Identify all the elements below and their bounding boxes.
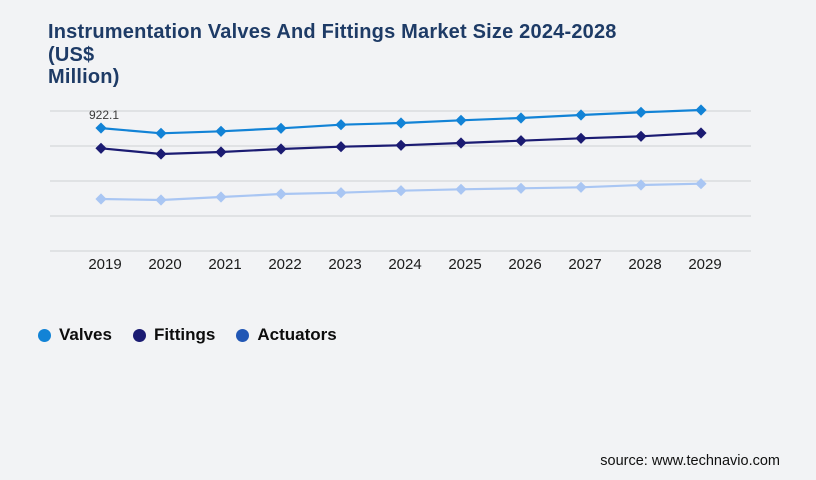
- data-point-valves-2028[interactable]: [635, 106, 647, 118]
- data-point-actuators-2029[interactable]: [695, 178, 707, 190]
- data-point-valves-2029[interactable]: [695, 104, 707, 116]
- legend-label-valves: Valves: [59, 325, 112, 344]
- data-point-fittings-2019[interactable]: [95, 142, 107, 154]
- legend-dot-actuators-icon: [236, 328, 250, 342]
- data-point-valves-2022[interactable]: [275, 122, 287, 134]
- data-point-valves-2024[interactable]: [395, 117, 407, 129]
- source-attribution: source: www.technavio.com: [600, 453, 780, 469]
- market-size-line-chart: 2019 2020 2021 2022 2023 2024 2025 2026 2027 2028…: [50, 104, 751, 273]
- legend-item-valves[interactable]: Valves: [38, 325, 112, 345]
- legend-item-fittings[interactable]: Fittings: [132, 325, 216, 345]
- data-point-fittings-2026[interactable]: [515, 135, 527, 147]
- data-point-valves-2023[interactable]: [335, 119, 347, 131]
- x-axis-label-2026: 2026: [508, 256, 541, 273]
- data-point-valves-2021[interactable]: [215, 125, 227, 137]
- data-point-fittings-2025[interactable]: [455, 137, 467, 149]
- data-point-actuators-2023[interactable]: [335, 187, 347, 199]
- x-axis-label-2023: 2023: [328, 256, 361, 273]
- chart-title-line-1: Instrumentation Valves And Fittings Mark…: [48, 21, 617, 43]
- x-axis-label-2029: 2029: [688, 256, 721, 273]
- x-axis-label-2022: 2022: [268, 256, 301, 273]
- data-point-actuators-2027[interactable]: [575, 181, 587, 193]
- data-point-fittings-2024[interactable]: [395, 139, 407, 151]
- legend-dot-valves-icon: [38, 328, 51, 342]
- legend-dot-fittings-icon: [132, 328, 146, 342]
- data-point-valves-2020[interactable]: [155, 127, 167, 139]
- data-point-actuators-2026[interactable]: [515, 182, 527, 194]
- legend-label-actuators: Actuators: [257, 325, 337, 344]
- x-axis-label-2025: 2025: [448, 256, 481, 273]
- data-point-fittings-2027[interactable]: [575, 132, 587, 144]
- data-point-actuators-2025[interactable]: [455, 183, 467, 195]
- x-axis-label-2024: 2024: [388, 256, 421, 273]
- x-axis-label-2019: 2019: [88, 256, 121, 273]
- data-point-actuators-2028[interactable]: [635, 179, 647, 191]
- x-axis-label-2028: 2028: [628, 256, 661, 273]
- x-axis-label-2021: 2021: [208, 256, 241, 273]
- chart-title-line-2: (US$: [48, 43, 95, 66]
- data-point-valves-2019[interactable]: [95, 122, 107, 134]
- x-axis-label-2027: 2027: [568, 256, 601, 273]
- x-axis-label-2020: 2020: [148, 256, 181, 273]
- legend-label-fittings: Fittings: [153, 325, 216, 344]
- chart-title: Instrumentation Valves And Fittings Mark…: [48, 21, 748, 89]
- data-point-actuators-2021[interactable]: [215, 191, 227, 203]
- data-point-fittings-2021[interactable]: [215, 146, 227, 158]
- data-point-actuators-2020[interactable]: [155, 194, 167, 206]
- data-point-fittings-2020[interactable]: [155, 148, 167, 160]
- chart-legend: Valves Fittings Actuators: [38, 323, 337, 347]
- data-point-valves-2026[interactable]: [515, 112, 527, 124]
- data-point-fittings-2029[interactable]: [695, 127, 707, 139]
- data-point-fittings-2023[interactable]: [335, 141, 347, 153]
- chart-title-line-3: Million): [48, 66, 120, 88]
- data-point-actuators-2024[interactable]: [395, 185, 407, 197]
- data-point-actuators-2019[interactable]: [95, 193, 107, 205]
- data-label-922-1: 922.1: [89, 108, 119, 122]
- data-point-actuators-2022[interactable]: [275, 188, 287, 200]
- data-point-fittings-2022[interactable]: [275, 143, 287, 155]
- data-point-valves-2025[interactable]: [455, 114, 467, 126]
- data-point-fittings-2028[interactable]: [635, 130, 647, 142]
- legend-item-actuators[interactable]: Actuators: [236, 325, 337, 345]
